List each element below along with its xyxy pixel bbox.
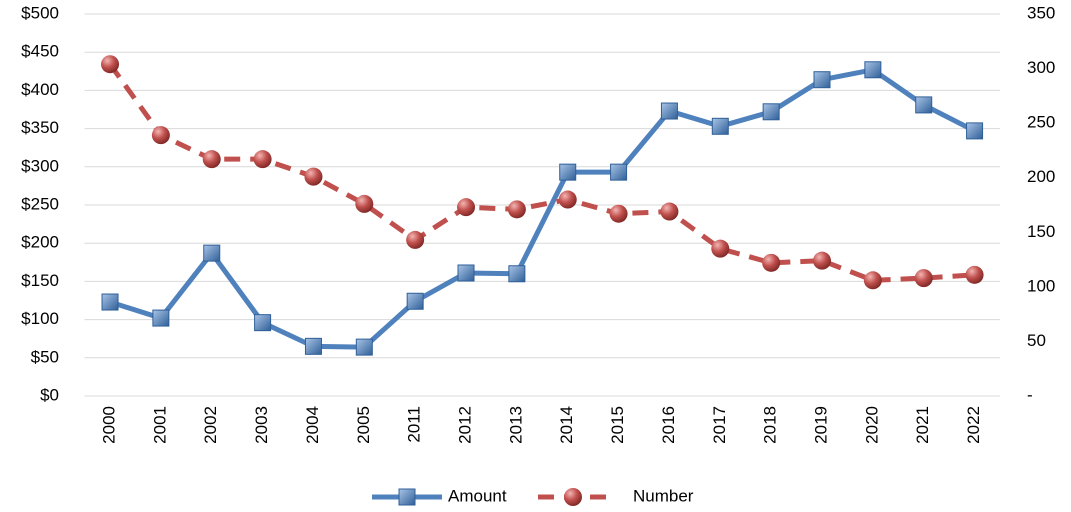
- marker: [813, 251, 832, 270]
- marker: [152, 309, 170, 327]
- x-tick-label: 2012: [456, 406, 475, 444]
- marker: [660, 102, 678, 120]
- marker: [711, 239, 730, 258]
- series-line: [107, 62, 975, 283]
- marker: [863, 271, 882, 290]
- marker: [398, 488, 416, 506]
- x-tick-label: 2013: [506, 406, 525, 444]
- y-tick-label: $400: [21, 80, 59, 99]
- y-tick-label: $450: [21, 42, 59, 61]
- y2-tick-label: -: [1027, 385, 1033, 404]
- marker: [559, 163, 577, 181]
- x-tick-label: 2003: [252, 406, 271, 444]
- marker: [457, 264, 475, 282]
- x-tick-label: 2022: [964, 406, 983, 444]
- marker: [457, 198, 476, 217]
- series-line: [109, 67, 976, 350]
- x-tick-label: 2014: [557, 406, 576, 444]
- y-tick-label: $0: [40, 385, 59, 404]
- marker: [914, 269, 933, 288]
- x-tick-label: 2019: [811, 406, 830, 444]
- x-tick-label: 2016: [659, 406, 678, 444]
- marker: [406, 292, 424, 310]
- marker: [558, 190, 577, 209]
- x-tick-label: 2005: [354, 406, 373, 444]
- marker: [101, 293, 119, 311]
- marker: [711, 117, 729, 135]
- y-tick-label: $250: [21, 194, 59, 213]
- legend-item: Number: [538, 486, 694, 506]
- marker: [610, 163, 628, 181]
- x-tick-label: 2004: [303, 406, 322, 444]
- y2-tick-label: 150: [1027, 222, 1055, 241]
- x-tick-label: 2011: [405, 406, 424, 443]
- x-tick-label: 2000: [100, 406, 119, 444]
- x-tick-label: 2018: [761, 406, 780, 444]
- marker: [609, 204, 628, 223]
- y2-tick-label: 300: [1027, 58, 1055, 77]
- marker: [864, 61, 882, 79]
- marker: [564, 488, 582, 506]
- legend-label: Amount: [448, 486, 507, 505]
- marker: [203, 244, 221, 262]
- x-tick-label: 2021: [913, 406, 932, 444]
- y-tick-label: $50: [31, 347, 59, 366]
- legend-item: Amount: [372, 486, 507, 506]
- marker: [304, 167, 323, 186]
- marker: [151, 126, 170, 145]
- y2-tick-label: 100: [1027, 276, 1055, 295]
- marker: [101, 55, 120, 74]
- x-tick-label: 2002: [201, 406, 220, 444]
- y-tick-label: $150: [21, 271, 59, 290]
- y-tick-label: $350: [21, 118, 59, 137]
- y2-tick-label: 250: [1027, 113, 1055, 132]
- marker: [508, 265, 526, 283]
- marker: [965, 265, 984, 284]
- x-tick-label: 2015: [608, 406, 627, 444]
- marker: [660, 202, 679, 221]
- marker: [915, 96, 933, 114]
- x-tick-label: 2017: [710, 406, 729, 444]
- marker: [304, 337, 322, 355]
- x-tick-label: 2001: [150, 406, 169, 444]
- y-tick-label: $100: [21, 309, 59, 328]
- marker: [355, 338, 373, 356]
- x-tick-label: 2020: [862, 406, 881, 444]
- y2-tick-label: 350: [1027, 3, 1055, 22]
- marker: [507, 200, 526, 219]
- y2-tick-label: 200: [1027, 167, 1055, 186]
- y2-tick-label: 50: [1027, 331, 1046, 350]
- marker: [355, 194, 374, 213]
- legend-label: Number: [633, 486, 694, 505]
- marker: [254, 314, 272, 332]
- marker: [762, 253, 781, 272]
- marker: [813, 71, 831, 89]
- marker: [762, 103, 780, 121]
- marker: [253, 150, 272, 169]
- marker: [966, 122, 984, 140]
- y-tick-label: $500: [21, 3, 59, 22]
- marker: [406, 230, 425, 249]
- y-tick-label: $200: [21, 233, 59, 252]
- y-tick-label: $300: [21, 156, 59, 175]
- marker: [202, 150, 221, 169]
